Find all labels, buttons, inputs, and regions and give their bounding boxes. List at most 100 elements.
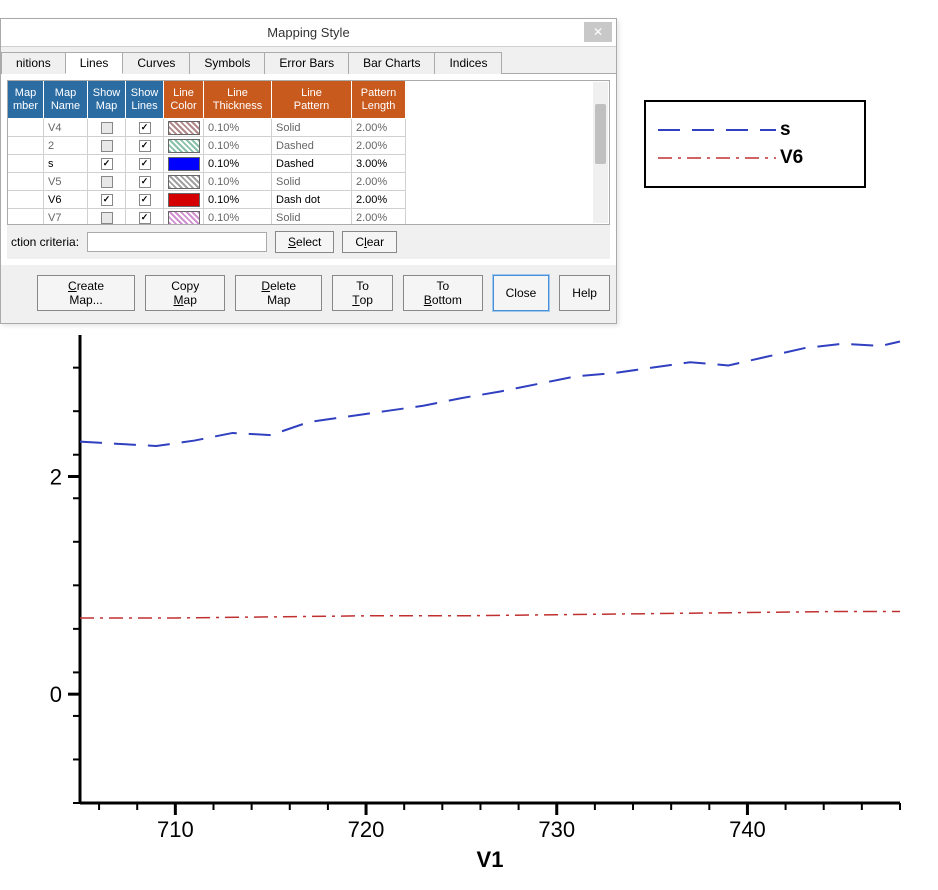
dialog-title: Mapping Style bbox=[267, 25, 349, 40]
cell-line-pattern[interactable]: Dashed bbox=[272, 137, 352, 155]
checkbox-show-map[interactable] bbox=[101, 194, 113, 206]
tab-lines[interactable]: Lines bbox=[65, 52, 124, 74]
header-line-pattern[interactable]: LinePattern bbox=[272, 81, 352, 119]
cell-map-name[interactable]: V7 bbox=[44, 209, 88, 225]
cell-map-name[interactable]: V6 bbox=[44, 191, 88, 209]
cell-show-lines bbox=[126, 173, 164, 191]
delete-map-button[interactable]: Delete Map bbox=[235, 275, 322, 311]
svg-text:720: 720 bbox=[348, 817, 385, 842]
cell-line-thickness[interactable]: 0.10% bbox=[204, 191, 272, 209]
cell-show-map bbox=[88, 155, 126, 173]
legend-line-icon bbox=[658, 120, 776, 140]
scrollbar-thumb[interactable] bbox=[595, 104, 606, 164]
cell-line-thickness[interactable]: 0.10% bbox=[204, 119, 272, 137]
criteria-input[interactable] bbox=[87, 232, 267, 252]
cell-show-lines bbox=[126, 155, 164, 173]
cell-line-pattern[interactable]: Solid bbox=[272, 119, 352, 137]
cell-map-name[interactable]: s bbox=[44, 155, 88, 173]
cell-map-number[interactable] bbox=[8, 191, 44, 209]
cell-show-lines bbox=[126, 191, 164, 209]
cell-line-pattern[interactable]: Solid bbox=[272, 173, 352, 191]
close-icon[interactable]: ✕ bbox=[584, 22, 612, 42]
checkbox-show-map[interactable] bbox=[101, 212, 113, 224]
checkbox-show-map[interactable] bbox=[101, 140, 113, 152]
copy-map-button[interactable]: Copy Map bbox=[145, 275, 225, 311]
svg-text:0: 0 bbox=[50, 682, 62, 707]
cell-map-name[interactable]: V4 bbox=[44, 119, 88, 137]
cell-pattern-length[interactable]: 2.00% bbox=[352, 173, 406, 191]
close-button[interactable]: Close bbox=[493, 275, 550, 311]
header-show-map[interactable]: ShowMap bbox=[88, 81, 126, 119]
cell-pattern-length[interactable]: 2.00% bbox=[352, 209, 406, 225]
checkbox-show-map[interactable] bbox=[101, 158, 113, 170]
cell-map-number[interactable] bbox=[8, 137, 44, 155]
cell-line-thickness[interactable]: 0.10% bbox=[204, 209, 272, 225]
mapping-style-dialog: Mapping Style ✕ nitionsLinesCurvesSymbol… bbox=[0, 18, 617, 324]
cell-line-pattern[interactable]: Solid bbox=[272, 209, 352, 225]
cell-pattern-length[interactable]: 2.00% bbox=[352, 191, 406, 209]
cell-line-color bbox=[164, 155, 204, 173]
tab-nitions[interactable]: nitions bbox=[1, 52, 66, 74]
tab-content-lines: MapmberMapNameShowMapShowLinesLineColorL… bbox=[1, 74, 616, 265]
legend-line-icon bbox=[658, 148, 776, 168]
checkbox-show-lines[interactable] bbox=[139, 176, 151, 188]
color-swatch[interactable] bbox=[168, 139, 200, 153]
cell-map-number[interactable] bbox=[8, 173, 44, 191]
line-chart: 02710720730740V1 bbox=[30, 335, 930, 880]
grid-scrollbar[interactable] bbox=[593, 82, 608, 223]
header-map-number[interactable]: Mapmber bbox=[8, 81, 44, 119]
cell-line-color bbox=[164, 137, 204, 155]
header-line-color[interactable]: LineColor bbox=[164, 81, 204, 119]
legend-item-s: s bbox=[658, 116, 852, 144]
cell-show-map bbox=[88, 137, 126, 155]
criteria-row: ction criteria: Select Clear bbox=[7, 225, 610, 259]
cell-line-pattern[interactable]: Dash dot bbox=[272, 191, 352, 209]
titlebar: Mapping Style ✕ bbox=[1, 19, 616, 47]
cell-map-number[interactable] bbox=[8, 155, 44, 173]
clear-button[interactable]: Clear bbox=[342, 231, 397, 253]
tab-bar-charts[interactable]: Bar Charts bbox=[348, 52, 435, 74]
cell-line-thickness[interactable]: 0.10% bbox=[204, 173, 272, 191]
cell-line-color bbox=[164, 191, 204, 209]
color-swatch[interactable] bbox=[168, 175, 200, 189]
chart-svg: 02710720730740V1 bbox=[30, 335, 910, 875]
color-swatch[interactable] bbox=[168, 157, 200, 171]
color-swatch[interactable] bbox=[168, 121, 200, 135]
header-line-thickness[interactable]: LineThickness bbox=[204, 81, 272, 119]
cell-map-name[interactable]: 2 bbox=[44, 137, 88, 155]
cell-map-name[interactable]: V5 bbox=[44, 173, 88, 191]
checkbox-show-lines[interactable] bbox=[139, 212, 151, 224]
checkbox-show-lines[interactable] bbox=[139, 140, 151, 152]
checkbox-show-lines[interactable] bbox=[139, 122, 151, 134]
help-button[interactable]: Help bbox=[559, 275, 610, 311]
cell-pattern-length[interactable]: 2.00% bbox=[352, 137, 406, 155]
checkbox-show-lines[interactable] bbox=[139, 158, 151, 170]
header-show-lines[interactable]: ShowLines bbox=[126, 81, 164, 119]
header-pattern-length[interactable]: PatternLength bbox=[352, 81, 406, 119]
select-button[interactable]: Select bbox=[275, 231, 334, 253]
cell-pattern-length[interactable]: 3.00% bbox=[352, 155, 406, 173]
tab-curves[interactable]: Curves bbox=[122, 52, 190, 74]
cell-show-lines bbox=[126, 137, 164, 155]
tab-symbols[interactable]: Symbols bbox=[189, 52, 265, 74]
cell-show-map bbox=[88, 209, 126, 225]
tab-error-bars[interactable]: Error Bars bbox=[264, 52, 349, 74]
cell-line-thickness[interactable]: 0.10% bbox=[204, 155, 272, 173]
cell-map-number[interactable] bbox=[8, 209, 44, 225]
tab-strip: nitionsLinesCurvesSymbolsError BarsBar C… bbox=[1, 47, 616, 74]
mapping-grid: MapmberMapNameShowMapShowLinesLineColorL… bbox=[7, 80, 610, 225]
color-swatch[interactable] bbox=[168, 193, 200, 207]
cell-line-pattern[interactable]: Dashed bbox=[272, 155, 352, 173]
color-swatch[interactable] bbox=[168, 211, 200, 225]
create-map-button[interactable]: Create Map... bbox=[37, 275, 135, 311]
cell-pattern-length[interactable]: 2.00% bbox=[352, 119, 406, 137]
to-bottom-button[interactable]: To Bottom bbox=[403, 275, 483, 311]
checkbox-show-map[interactable] bbox=[101, 176, 113, 188]
tab-indices[interactable]: Indices bbox=[434, 52, 502, 74]
to-top-button[interactable]: To Top bbox=[332, 275, 393, 311]
cell-map-number[interactable] bbox=[8, 119, 44, 137]
checkbox-show-map[interactable] bbox=[101, 122, 113, 134]
cell-line-thickness[interactable]: 0.10% bbox=[204, 137, 272, 155]
checkbox-show-lines[interactable] bbox=[139, 194, 151, 206]
header-map-name[interactable]: MapName bbox=[44, 81, 88, 119]
